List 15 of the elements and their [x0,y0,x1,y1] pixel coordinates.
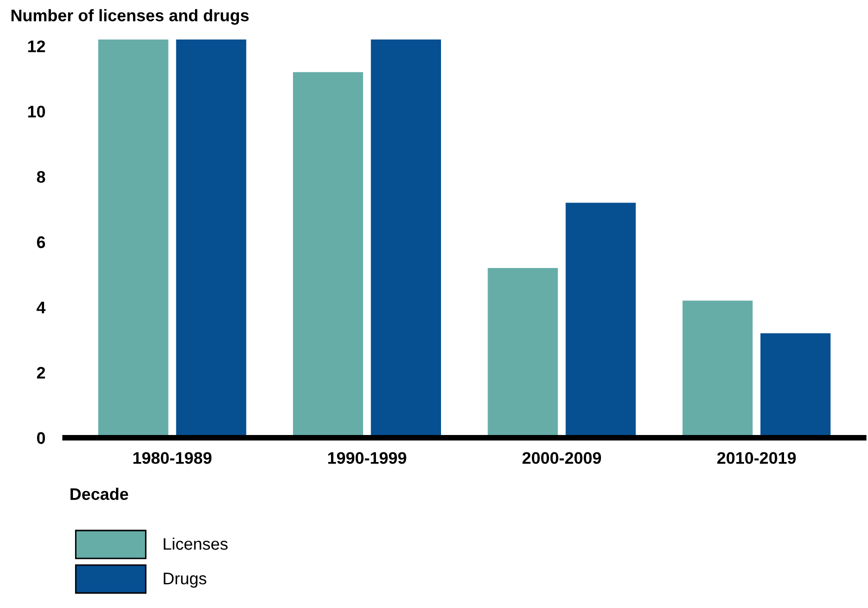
y-tick-label: 4 [36,302,46,314]
y-tick-label: 0 [37,432,45,444]
legend-label: Licenses [164,538,228,550]
x-tick-label: 1990-1999 [328,452,406,464]
y-tick-label: 10 [28,106,45,118]
y-tick-label: 8 [36,171,46,183]
y-tick-label: 12 [28,40,45,52]
legend-label: Drugs [164,572,206,588]
y-tick-label: 2 [36,366,45,379]
x-tick-label: 1980-1989 [133,452,212,464]
x-axis-title: Decade [70,488,128,500]
x-tick-label: 2000-2009 [522,452,602,464]
x-tick-label: 2010-2019 [717,452,796,464]
y-axis-title: Number of licenses and drugs [12,9,249,25]
y-tick-label: 6 [36,236,46,248]
